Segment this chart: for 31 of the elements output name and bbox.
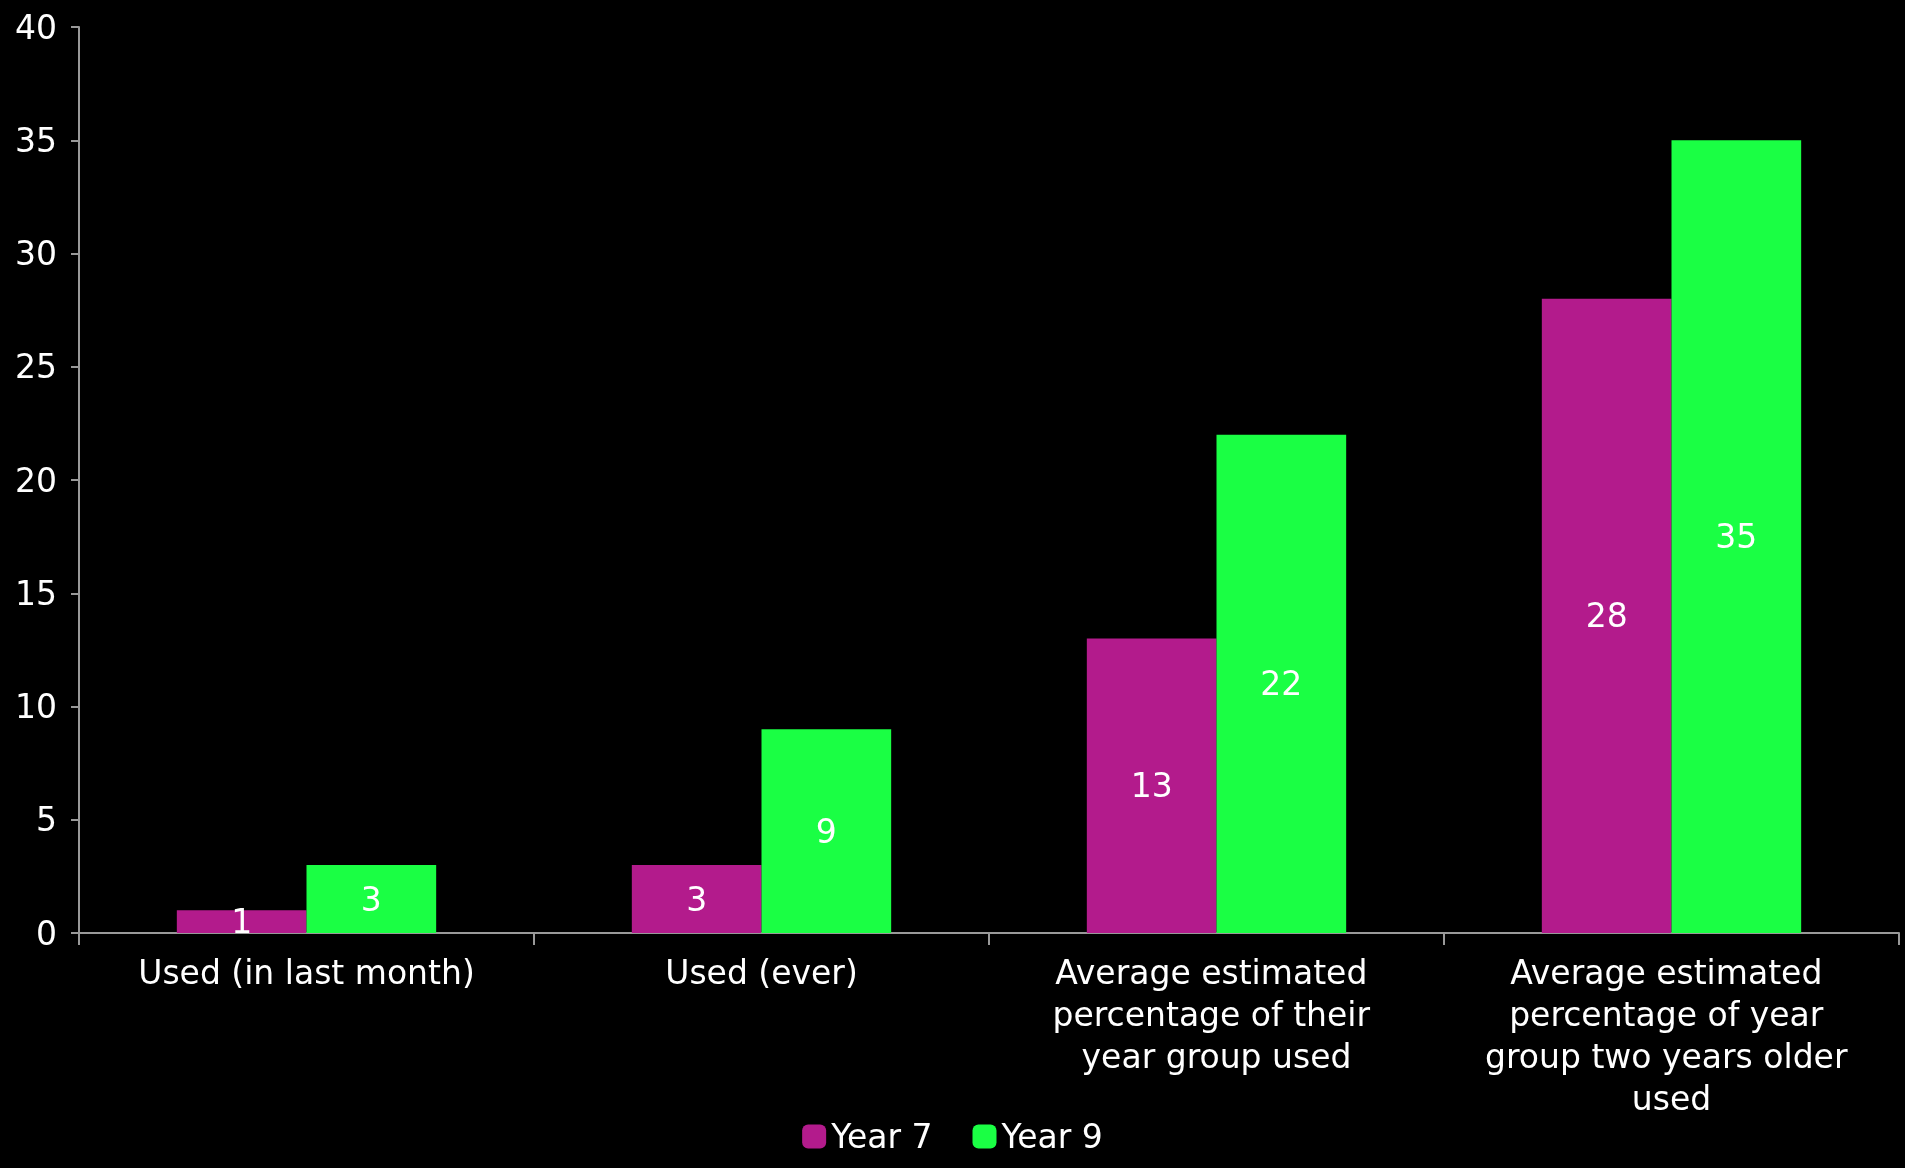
legend-label: Year 7 [830, 1117, 933, 1156]
bar [176, 910, 307, 933]
x-tick-label: Average estimated percentage of year group two years older used [1485, 952, 1858, 1118]
data-label: 35 [1715, 517, 1758, 557]
data-label: 3 [360, 879, 382, 919]
y-tick-label: 20 [15, 460, 57, 500]
y-tick-label: 30 [15, 234, 57, 273]
bar [1541, 298, 1672, 933]
x-tick-label: Average estimated percentage of their year group used [1052, 952, 1381, 1076]
data-label: 9 [815, 811, 837, 851]
data-label: 1 [231, 902, 253, 942]
data-label: 3 [686, 879, 708, 919]
bar [306, 865, 437, 933]
bar [761, 729, 892, 933]
y-tick-label: 15 [15, 573, 57, 613]
bar [631, 865, 762, 933]
y-tick-label: 5 [36, 800, 57, 840]
y-tick-label: 10 [15, 687, 57, 726]
x-tick-label: Used (in last month) [138, 952, 475, 992]
x-tick-label: Used (ever) [665, 952, 858, 992]
data-label: 28 [1585, 596, 1628, 636]
bar [1671, 140, 1802, 933]
data-label: 13 [1130, 766, 1173, 806]
y-tick-label: 25 [15, 347, 57, 387]
legend-label: Year 9 [1000, 1117, 1103, 1156]
bar [1216, 434, 1347, 933]
y-tick-label: 40 [15, 7, 57, 47]
data-label: 22 [1260, 664, 1303, 704]
bar [1086, 638, 1217, 933]
y-tick-label: 35 [15, 120, 57, 160]
y-tick-label: 0 [36, 913, 57, 953]
